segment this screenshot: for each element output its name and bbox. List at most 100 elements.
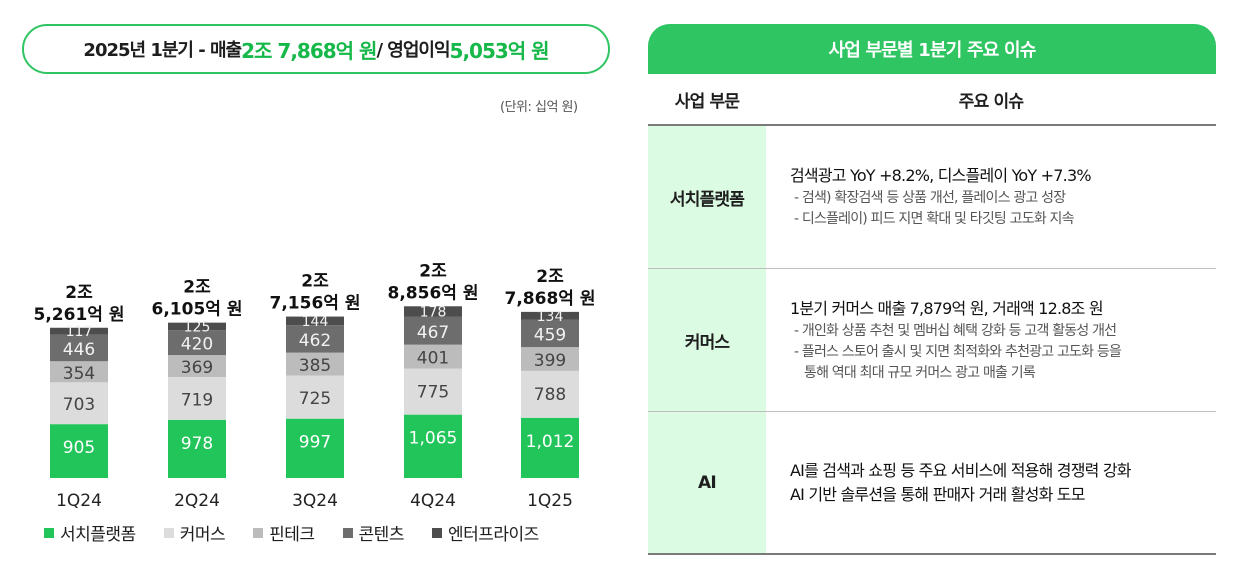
total-label: 7,868억 원 (505, 289, 596, 309)
bar-segment-fintech (521, 347, 579, 371)
legend-swatch-enterprise (431, 527, 442, 538)
bar-segment-enterprise (168, 322, 226, 331)
data-label-content: 420 (181, 335, 213, 355)
data-label-commerce: 775 (417, 383, 449, 403)
bar-segment-commerce (50, 382, 108, 425)
bar-segment-commerce (168, 377, 226, 420)
table-title: 사업 부문별 1분기 주요 이슈 (648, 24, 1216, 74)
total-label: 2조 (419, 261, 447, 281)
data-label-fintech: 399 (534, 351, 566, 371)
issue-sub-line: - 플러스 스토어 출시 및 지면 최적화와 추천광고 고도화 등을 (794, 343, 1122, 360)
headline-revenue: 2조 7,868억 원 (241, 38, 377, 63)
bar-segment-fintech (50, 361, 108, 383)
row-issues-search: 검색광고 YoY +8.2%, 디스플레이 YoY +7.3% - 검색) 확장… (766, 126, 1216, 268)
category-tick-label: 1Q24 (56, 491, 102, 511)
legend-swatch-search (44, 527, 54, 538)
data-label-content: 467 (417, 323, 449, 343)
data-label-fintech: 354 (63, 364, 95, 384)
legend-item-content: 콘텐츠 (342, 520, 405, 545)
data-label-search: 905 (63, 438, 95, 458)
bar-segment-fintech (404, 344, 462, 369)
row-issues-commerce: 1분기 커머스 매출 7,879억 원, 거래액 12.8조 원 - 개인화 상… (766, 269, 1216, 411)
row-segment-ai: AI (648, 412, 766, 553)
row-segment-commerce: 커머스 (648, 269, 766, 411)
issue-sub-line: - 검색) 확장검색 등 상품 개선, 플레이스 광고 성장 (794, 190, 1066, 206)
legend-item-fintech: 핀테크 (253, 520, 315, 545)
data-label-fintech: 401 (417, 349, 449, 369)
data-label-content: 459 (534, 326, 566, 346)
headline-banner: 2025년 1분기 - 매출 2조 7,868억 원 / 영업이익 5,053억… (22, 24, 610, 74)
category-tick-label: 2Q24 (174, 491, 220, 511)
category-tick-label: 3Q24 (292, 491, 338, 511)
data-label-commerce: 703 (63, 395, 95, 415)
total-label: 2조 (183, 278, 211, 298)
table-row-ai: AI AI를 검색과 쇼핑 등 주요 서비스에 적용해 경쟁력 강화 AI 기반… (648, 412, 1216, 555)
bar-segment-enterprise (50, 327, 108, 335)
legend-label-enterprise: 엔터프라이즈 (447, 525, 539, 545)
issue-main-line: 검색광고 YoY +8.2%, 디스플레이 YoY +7.3% (790, 166, 1092, 185)
data-label-content: 446 (63, 340, 95, 360)
table-row-commerce: 커머스 1분기 커머스 매출 7,879억 원, 거래액 12.8조 원 - 개… (648, 269, 1216, 412)
bar-segment-content (521, 319, 579, 348)
legend-swatch-content (342, 527, 353, 538)
total-label: 2조 (65, 283, 93, 303)
category-tick-label: 4Q24 (410, 491, 456, 511)
bar-segment-commerce (521, 370, 579, 418)
issue-main-line: 1분기 커머스 매출 7,879억 원, 거래액 12.8조 원 (790, 298, 1104, 318)
bar-segment-content (286, 325, 344, 353)
legend-label-search: 서치플랫폼 (60, 525, 136, 545)
data-label-commerce: 719 (181, 390, 213, 410)
issue-main-line: AI 기반 솔루션을 통해 판매자 거래 활성화 도모 (790, 484, 1085, 504)
bar-segment-content (168, 330, 226, 356)
issue-sub-line: - 개인화 상품 추천 및 멤버십 혜택 강화 등 고객 활동성 개선 (794, 322, 1117, 339)
legend-item-commerce: 커머스 (163, 520, 226, 545)
data-label-enterprise: 178 (420, 305, 447, 321)
bar-segment-search (521, 417, 579, 478)
bar-segment-commerce (286, 375, 344, 419)
bar-segment-content (50, 334, 108, 362)
total-label: 6,105억 원 (152, 300, 243, 320)
data-label-search: 1,065 (409, 429, 458, 449)
data-label-commerce: 725 (299, 389, 331, 409)
col-header-segment: 사업 부문 (674, 91, 740, 112)
bar-segment-search (50, 424, 108, 478)
total-label: 7,156억 원 (270, 294, 361, 314)
headline-separator: / 영업이익 (376, 40, 450, 61)
total-label: 2조 (301, 272, 329, 292)
legend-swatch-fintech (253, 527, 264, 538)
total-label: 5,261억 원 (34, 305, 125, 325)
issue-main-line: AI를 검색과 쇼핑 등 주요 서비스에 적용해 경쟁력 강화 (790, 460, 1131, 480)
data-label-enterprise: 117 (66, 324, 93, 340)
headline-op-income: 5,053억 원 (449, 38, 550, 63)
bar-segment-enterprise (286, 316, 344, 326)
legend-item-search: 서치플랫폼 (44, 520, 136, 545)
data-label-enterprise: 125 (184, 319, 211, 335)
data-label-fintech: 385 (299, 356, 331, 376)
data-label-search: 997 (299, 433, 331, 453)
category-tick-label: 1Q25 (527, 491, 573, 511)
unit-note: (단위: 십억 원) (500, 100, 578, 115)
legend-label-fintech: 핀테크 (269, 525, 315, 545)
data-label-search: 1,012 (526, 432, 575, 452)
bar-segment-enterprise (404, 306, 462, 317)
legend-item-enterprise: 엔터프라이즈 (431, 520, 539, 545)
issue-sub-line: - 디스플레이) 피드 지면 확대 및 타깃팅 고도화 지속 (794, 211, 1075, 227)
data-label-search: 978 (181, 434, 213, 454)
table-header-row: 사업 부문 주요 이슈 (648, 74, 1216, 126)
total-label: 2조 (536, 267, 564, 287)
row-segment-search: 서치플랫폼 (648, 126, 766, 268)
bar-segment-search (168, 419, 226, 478)
legend-label-content: 콘텐츠 (358, 525, 405, 545)
legend-label-commerce: 커머스 (179, 525, 226, 545)
headline-prefix: 2025년 1분기 - 매출 (83, 40, 242, 61)
data-label-content: 462 (299, 331, 331, 351)
col-header-issue: 주요 이슈 (958, 91, 1024, 112)
bar-segment-fintech (286, 352, 344, 376)
table-row-search: 서치플랫폼 검색광고 YoY +8.2%, 디스플레이 YoY +7.3% - … (648, 126, 1216, 269)
chart-legend: 서치플랫폼 커머스 핀테크 콘텐츠 엔터프라이즈 (44, 520, 539, 545)
legend-swatch-commerce (163, 527, 174, 538)
data-label-enterprise: 134 (537, 309, 564, 325)
bar-segment-search (404, 414, 462, 478)
data-label-fintech: 369 (181, 358, 213, 378)
